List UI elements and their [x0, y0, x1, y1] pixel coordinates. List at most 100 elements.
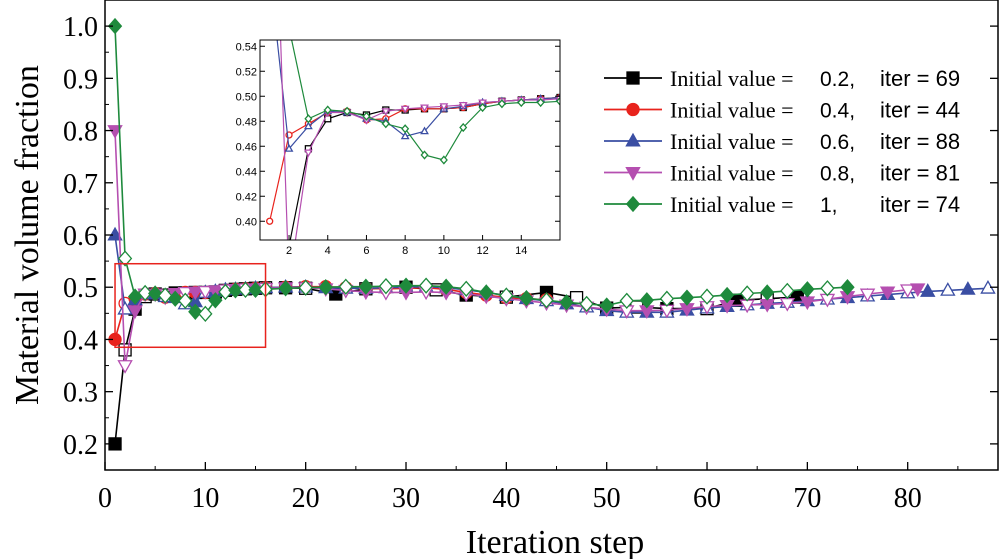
inset-y-tick-label: 0.54: [236, 41, 257, 53]
data-point: [208, 292, 223, 309]
data-point: [438, 278, 454, 295]
data-point: [107, 17, 123, 35]
data-point: [127, 305, 143, 319]
data-point: [418, 277, 434, 294]
data-point: [137, 284, 153, 302]
data-point: [920, 283, 936, 297]
legend-label: Initial value =: [670, 192, 794, 217]
data-point: [168, 290, 183, 307]
inset-data-point: [555, 96, 560, 106]
legend-entry: Initial value = 0.6, iter = 88: [604, 129, 960, 154]
inset-data-point: [536, 97, 545, 108]
inset-data-point: [497, 99, 506, 109]
inset-x-tick-label: 4: [325, 245, 331, 257]
data-point: [107, 226, 123, 241]
inset-y-axis: 0.40 0.42 0.44 0.46 0.48 0.50 0.52 0.54: [236, 41, 560, 228]
data-point: [228, 282, 243, 299]
main-series-layer: [107, 17, 996, 451]
inset-data-point: [284, 143, 294, 152]
data-point: [800, 281, 815, 298]
x-tick-label: 30: [392, 483, 420, 514]
x-tick-label: 50: [593, 483, 621, 514]
data-point: [840, 279, 855, 296]
data-point: [197, 285, 214, 300]
data-point: [960, 281, 976, 295]
inset-y-tick-label: 0.40: [236, 216, 257, 228]
data-point: [117, 360, 133, 374]
legend-value: 0.2,: [820, 68, 855, 91]
legend-value: 1,: [820, 194, 838, 217]
data-point: [559, 294, 574, 311]
inset-series-5: [291, 40, 560, 165]
data-point: [639, 292, 654, 309]
data-point: [117, 250, 133, 267]
x-tick-label: 40: [492, 483, 520, 514]
y-tick-label: 0.6: [63, 221, 98, 252]
inset-frame: [259, 39, 561, 241]
legend-marker: [626, 102, 640, 117]
inset-y-tick-label: 0.50: [236, 91, 257, 103]
y-axis-label: Material volume fraction: [9, 65, 46, 405]
inset-y-tick-label: 0.42: [236, 191, 257, 203]
inset-data-point: [400, 131, 410, 140]
inset-data-point: [304, 114, 313, 124]
legend-entry: Initial value = 0.4, iter = 44: [604, 98, 960, 123]
data-point: [910, 283, 926, 298]
inset-data-point: [381, 119, 390, 129]
data-point: [278, 280, 293, 297]
inset-x-tick-label: 14: [515, 245, 527, 257]
inset-data-point: [381, 108, 391, 117]
inset-data-point: [517, 97, 526, 108]
y-tick-label: 0.5: [63, 273, 98, 304]
legend-value: 0.8,: [820, 163, 855, 186]
legend-label: Initial value =: [670, 66, 794, 91]
data-point: [579, 295, 594, 313]
x-axis: 0 10 20 30 40 50 60 70 80: [98, 462, 959, 514]
inset-x-tick-label: 10: [438, 245, 450, 257]
data-point: [238, 281, 253, 299]
inset-data-point: [439, 103, 449, 112]
data-point: [117, 300, 133, 315]
series-line: [114, 286, 798, 444]
inset-chart: 2 4 6 8 10 12 14 0.400.420.440.460.480.500.520…: [236, 39, 561, 474]
data-point: [820, 280, 835, 297]
legend-iter: iter = 81: [880, 161, 960, 186]
x-tick-label: 80: [894, 483, 922, 514]
data-point: [739, 285, 755, 302]
inset-y-tick-label: 0.46: [236, 141, 257, 153]
data-point: [659, 290, 675, 307]
data-point: [479, 284, 494, 301]
data-point: [248, 281, 263, 299]
legend-background: [598, 58, 990, 226]
legend-iter: iter = 69: [880, 66, 960, 91]
data-point: [459, 280, 474, 297]
data-point: [178, 292, 193, 309]
legend-entry: Initial value = 1, iter = 74: [604, 192, 960, 217]
data-point: [879, 286, 896, 301]
inset-data-point: [439, 155, 448, 165]
x-axis-label: Iteration step: [466, 524, 644, 559]
data-point: [499, 287, 514, 304]
legend-marker: [625, 132, 641, 147]
inset-data-point: [401, 124, 410, 134]
inset-series-layer: [266, 40, 560, 474]
zoom-box: [114, 262, 267, 349]
inset-series-line: [280, 40, 560, 240]
x-tick-label: 60: [693, 483, 721, 514]
inset-y-tick-label: 0.52: [236, 66, 257, 78]
inset-data-point: [303, 149, 313, 158]
inset-data-point: [303, 121, 313, 130]
data-point: [599, 297, 614, 314]
y-axis: 0.2 0.3 0.4 0.5 0.6 0.7 0.8 0.9 1.0: [63, 12, 998, 461]
inset-data-point: [323, 105, 332, 115]
legend-label: Initial value =: [670, 161, 794, 186]
inset-x-axis: 2 4 6 8 10 12 14: [286, 235, 527, 257]
legend-marker: [626, 71, 640, 85]
legend-marker: [625, 167, 641, 181]
legend: Initial value = 0.2, iter = 69 Initial val…: [598, 58, 990, 226]
data-point: [699, 288, 715, 305]
inset-data-point: [267, 468, 273, 474]
legend-label: Initial value =: [670, 98, 794, 123]
legend-label: Initial value =: [670, 129, 794, 154]
